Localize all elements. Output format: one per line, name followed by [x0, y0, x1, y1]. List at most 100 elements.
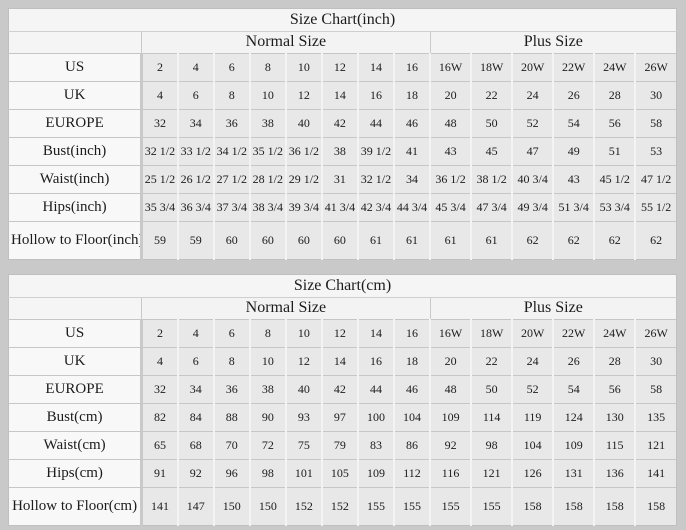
size-cell: 26 [552, 347, 595, 376]
size-cell: 24 [511, 81, 554, 110]
size-cell: 14 [356, 53, 394, 82]
size-cell: 96 [212, 459, 250, 488]
size-cell: 36 1/2 [284, 137, 322, 166]
size-cell: 46 [392, 109, 431, 138]
size-cell: 51 3/4 [552, 193, 595, 222]
size-cell: 61 [392, 221, 431, 260]
size-cell: 26 [552, 81, 595, 110]
size-cell: 30 [634, 347, 677, 376]
size-cell: 38 [320, 137, 358, 166]
size-cell: 2 [140, 53, 178, 82]
size-cell: 12 [320, 53, 358, 82]
size-cell: 38 1/2 [470, 165, 513, 194]
row-label: Hollow to Floor(cm) [8, 487, 142, 526]
size-cell: 41 3/4 [320, 193, 358, 222]
size-cell: 70 [212, 431, 250, 460]
size-cell: 20 [429, 81, 472, 110]
size-cell: 37 3/4 [212, 193, 250, 222]
size-cell: 155 [356, 487, 394, 526]
table-row: Hips(cm) 91 92 96 98 101 105 109 112 116 121 126 131… [8, 459, 677, 488]
size-cell: 44 [356, 109, 394, 138]
size-cell: 4 [140, 347, 178, 376]
size-cell: 10 [248, 347, 286, 376]
size-cell: 109 [356, 459, 394, 488]
size-cell: 62 [593, 221, 636, 260]
size-cell: 35 1/2 [248, 137, 286, 166]
size-cell: 79 [320, 431, 358, 460]
group-header-spacer [8, 297, 142, 320]
row-label: US [8, 319, 142, 348]
size-cell: 6 [176, 81, 214, 110]
size-cell: 60 [212, 221, 250, 260]
size-cell: 52 [511, 375, 554, 404]
size-cell: 32 1/2 [356, 165, 394, 194]
size-cell: 8 [248, 319, 286, 348]
size-cell: 2 [140, 319, 178, 348]
table-row: Waist(inch) 25 1/2 26 1/2 27 1/2 28 1/2 29 1/… [8, 165, 677, 194]
table-title: Size Chart(cm) [8, 274, 677, 298]
size-cell: 20 [429, 347, 472, 376]
table-row: Hollow to Floor(cm) 141 147 150 150 152 152 155… [8, 487, 677, 526]
size-cell: 16 [356, 81, 394, 110]
size-cell: 56 [593, 375, 636, 404]
table-title: Size Chart(inch) [8, 8, 677, 32]
size-cell: 119 [511, 403, 554, 432]
size-cell: 38 [248, 375, 286, 404]
size-cell: 105 [320, 459, 358, 488]
size-cell: 121 [634, 431, 677, 460]
size-cell: 126 [511, 459, 554, 488]
size-cell: 61 [470, 221, 513, 260]
size-cell: 40 [284, 375, 322, 404]
size-cell: 12 [320, 319, 358, 348]
size-cell: 150 [248, 487, 286, 526]
size-cell: 100 [356, 403, 394, 432]
table-row: EUROPE 32 34 36 38 40 42 44 46 48 50 52 54 56 58 [8, 375, 677, 404]
row-label: EUROPE [8, 109, 142, 138]
size-cell: 47 1/2 [634, 165, 677, 194]
size-cell: 27 1/2 [212, 165, 250, 194]
size-cell: 155 [392, 487, 431, 526]
size-cell: 114 [470, 403, 513, 432]
size-cell: 32 [140, 109, 178, 138]
size-cell: 35 3/4 [140, 193, 178, 222]
size-cell: 101 [284, 459, 322, 488]
size-cell: 83 [356, 431, 394, 460]
size-cell: 158 [634, 487, 677, 526]
size-cell: 12 [284, 81, 322, 110]
size-cell: 26W [634, 53, 677, 82]
table-row: Bust(inch) 32 1/2 33 1/2 34 1/2 35 1/2 36 1/2… [8, 137, 677, 166]
size-cell: 104 [392, 403, 431, 432]
table-row: EUROPE 32 34 36 38 40 42 44 46 48 50 52 54 56 58 [8, 109, 677, 138]
size-cell: 34 [392, 165, 431, 194]
size-cell: 158 [552, 487, 595, 526]
table-row: US 2 4 6 8 10 12 14 16 16W 18W 20W 22W 24W 26W [8, 319, 677, 348]
size-cell: 18W [470, 53, 513, 82]
size-cell: 22W [552, 53, 595, 82]
size-cell: 36 1/2 [429, 165, 472, 194]
size-cell: 50 [470, 375, 513, 404]
size-cell: 20W [511, 319, 554, 348]
size-cell: 44 3/4 [392, 193, 431, 222]
size-cell: 29 1/2 [284, 165, 322, 194]
size-cell: 54 [552, 375, 595, 404]
size-cell: 60 [284, 221, 322, 260]
size-cell: 124 [552, 403, 595, 432]
row-label: Waist(inch) [8, 165, 142, 194]
row-label: UK [8, 347, 142, 376]
row-label: Waist(cm) [8, 431, 142, 460]
size-cell: 47 3/4 [470, 193, 513, 222]
size-cell: 14 [356, 319, 394, 348]
size-chart-table-cm: Size Chart(cm) Normal Size Plus Size US 2 4 6 8… [8, 274, 677, 526]
size-cell: 49 3/4 [511, 193, 554, 222]
size-cell: 112 [392, 459, 431, 488]
row-label: Bust(inch) [8, 137, 142, 166]
size-cell: 44 [356, 375, 394, 404]
size-cell: 45 1/2 [593, 165, 636, 194]
size-cell: 22 [470, 81, 513, 110]
size-cell: 4 [140, 81, 178, 110]
size-cell: 150 [212, 487, 250, 526]
table-row: US 2 4 6 8 10 12 14 16 16W 18W 20W 22W 24W 26W [8, 53, 677, 82]
size-cell: 16 [392, 53, 431, 82]
size-cell: 155 [429, 487, 472, 526]
size-cell: 28 1/2 [248, 165, 286, 194]
